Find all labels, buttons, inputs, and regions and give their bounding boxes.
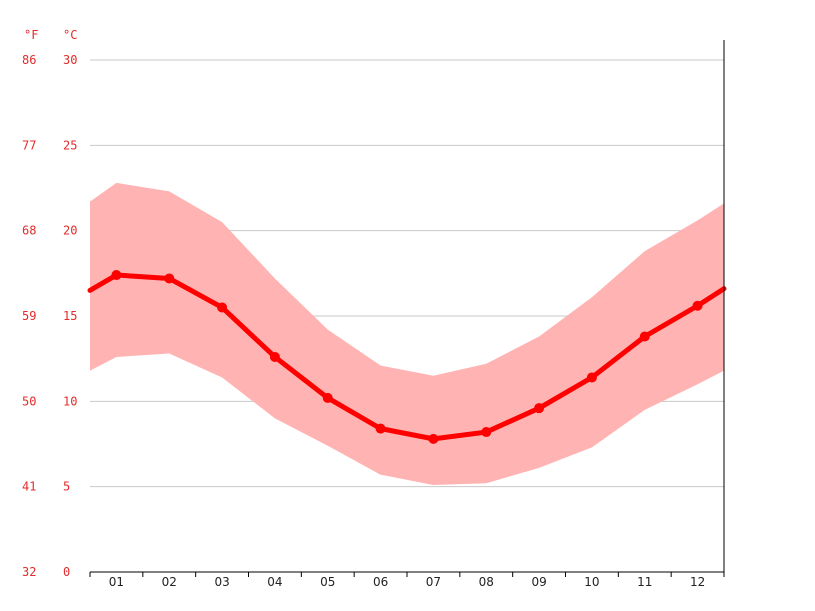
y-tick-celsius: 15: [63, 309, 77, 323]
x-tick-label: 09: [531, 575, 546, 589]
y-tick-celsius: 10: [63, 394, 77, 408]
data-point: [428, 433, 439, 444]
x-tick-label: 05: [320, 575, 335, 589]
x-tick-label: 10: [584, 575, 599, 589]
y-tick-fahrenheit: 32: [22, 565, 36, 579]
data-point: [481, 427, 492, 438]
y-tick-fahrenheit: 86: [22, 53, 36, 67]
y-tick-celsius: 0: [63, 565, 70, 579]
data-point: [217, 302, 228, 313]
data-point: [692, 300, 703, 311]
y-tick-fahrenheit: 41: [22, 480, 36, 494]
y-tick-celsius: 20: [63, 224, 77, 238]
x-tick-label: 07: [426, 575, 441, 589]
x-tick-label: 01: [109, 575, 124, 589]
y-tick-celsius: 30: [63, 53, 77, 67]
x-tick-label: 02: [162, 575, 177, 589]
data-point: [639, 331, 650, 342]
data-point: [586, 372, 597, 383]
celsius-unit-label: °C: [63, 28, 77, 42]
fahrenheit-unit-label: °F: [24, 28, 38, 42]
y-tick-fahrenheit: 59: [22, 309, 36, 323]
mean-temperature-line: [87, 272, 727, 442]
y-tick-fahrenheit: 77: [22, 138, 36, 152]
x-tick-label: 08: [479, 575, 494, 589]
x-tick-label: 04: [267, 575, 282, 589]
x-tick-label: 06: [373, 575, 388, 589]
x-tick-label: 12: [690, 575, 705, 589]
x-axis: 01 02 03 04 05 06 07 08 09 10 11 12: [89, 571, 725, 589]
data-point: [322, 392, 333, 403]
data-point: [375, 423, 386, 434]
temperature-range-band: [90, 182, 724, 485]
data-point: [111, 270, 122, 281]
data-point: [164, 273, 175, 284]
x-tick-label: 03: [214, 575, 229, 589]
data-points: [111, 270, 703, 444]
x-tick-label: 11: [637, 575, 652, 589]
y-tick-fahrenheit: 50: [22, 394, 36, 408]
y-tick-celsius: 5: [63, 480, 70, 494]
data-point: [269, 351, 280, 362]
data-point: [534, 403, 545, 414]
mean-line: [87, 272, 727, 442]
y-tick-celsius: 25: [63, 138, 77, 152]
y-tick-fahrenheit: 68: [22, 224, 36, 238]
y-axis-labels: 32 0 41 5 50 10 59 15 68 20 77 25 86 30: [22, 53, 77, 579]
min-max-band: [90, 182, 724, 485]
